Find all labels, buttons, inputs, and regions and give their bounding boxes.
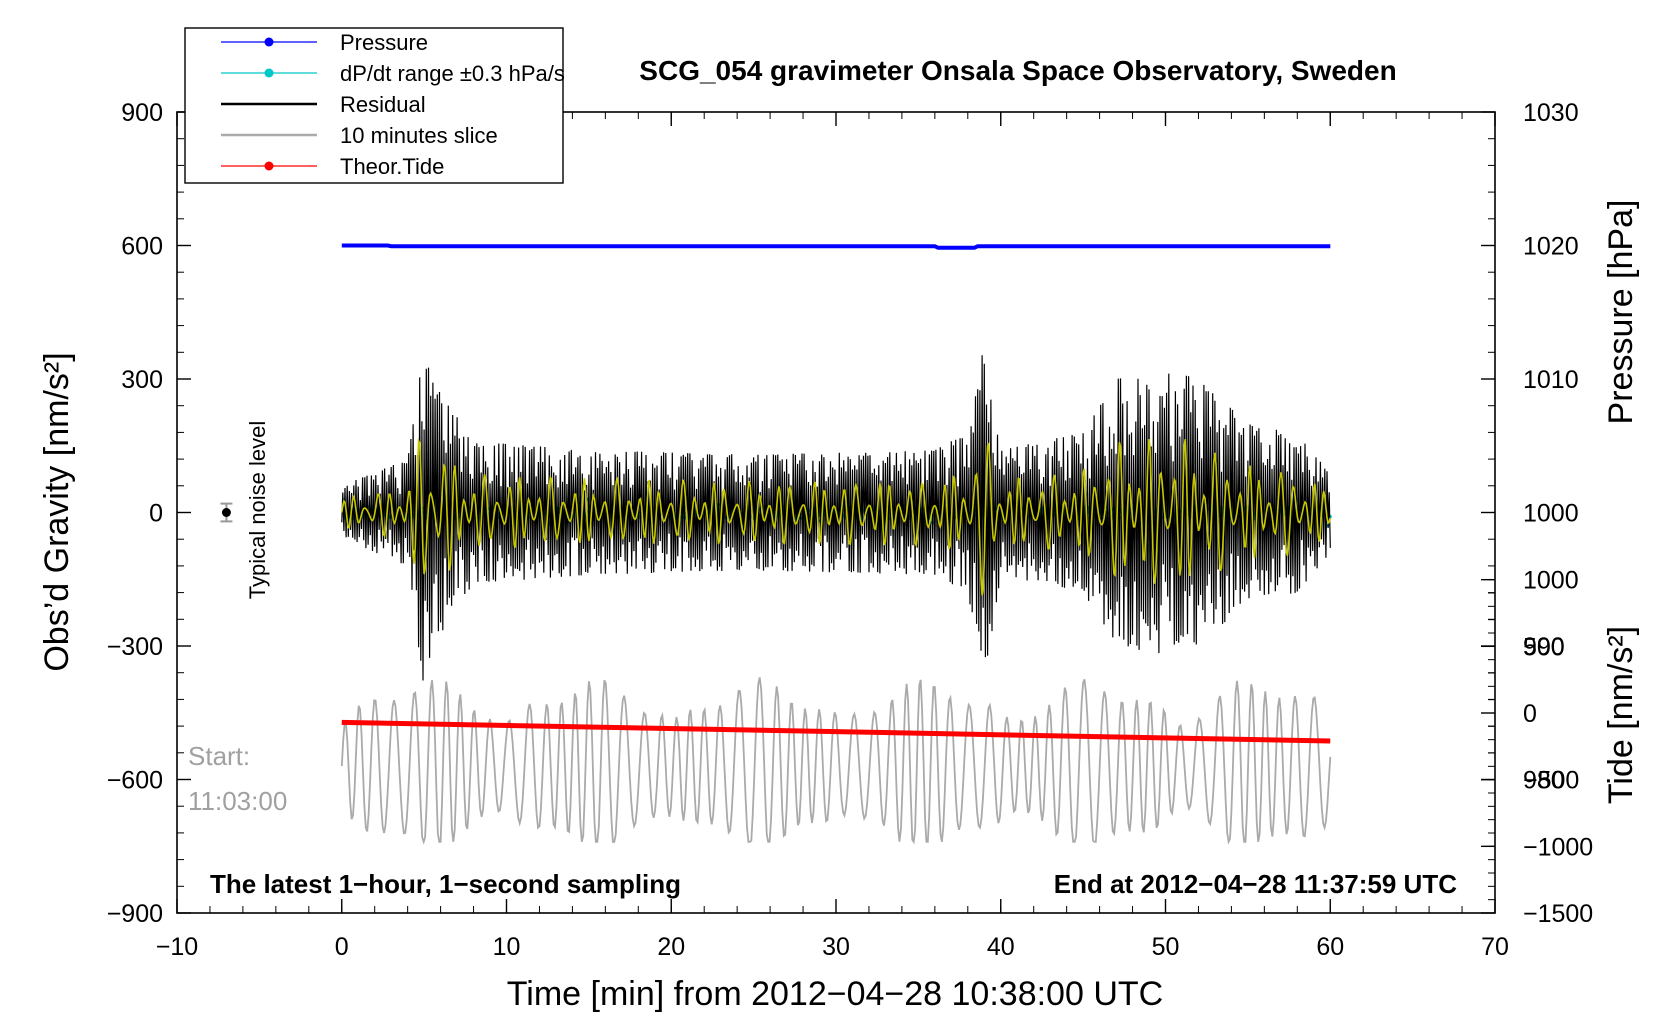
- pressure-tick-label: 1030: [1523, 99, 1579, 127]
- x-tick-label: 0: [335, 933, 349, 961]
- x-tick-label: 30: [822, 933, 850, 961]
- legend: Pressure dP/dt range ±0.3 hPa/s Residual 10…: [184, 27, 565, 184]
- x-tick-label: 40: [987, 933, 1015, 961]
- tide-tick-label: 1000: [1523, 567, 1579, 595]
- pressure-tick-label: 1020: [1523, 233, 1579, 261]
- x-tick-label: −10: [156, 933, 198, 961]
- legend-label: Theor.Tide: [340, 154, 444, 179]
- tide-tick-label: −1000: [1523, 833, 1593, 861]
- x-axis-label: Time [min] from 2012−04−28 10:38:00 UTC: [507, 975, 1163, 1013]
- start-time: 11:03:00: [188, 786, 287, 816]
- pressure-line: [341, 243, 1331, 250]
- tide-tick-label: 500: [1523, 633, 1565, 661]
- y-tick-label: −900: [107, 900, 163, 928]
- start-label: Start:: [188, 741, 250, 771]
- legend-label: Pressure: [340, 30, 428, 55]
- bottom-right-note: End at 2012−04−28 11:37:59 UTC: [1054, 869, 1457, 899]
- series-layer: [220, 243, 1332, 845]
- bottom-left-note: The latest 1−hour, 1−second sampling: [210, 869, 681, 899]
- axes-layer: −10 0 10 20 30 40 50 60 70−900−600−3000300600900…: [107, 99, 1594, 961]
- y-tick-label: 300: [121, 366, 163, 394]
- legend-label: 10 minutes slice: [340, 123, 498, 148]
- legend-label: dP/dt range ±0.3 hPa/s: [340, 61, 565, 86]
- x-tick-label: 50: [1152, 933, 1180, 961]
- x-tick-label: 70: [1481, 933, 1509, 961]
- noise-point: [221, 508, 231, 517]
- residual-line: [341, 355, 1331, 681]
- pressure-axis-title: Pressure [hPa]: [1602, 200, 1640, 425]
- left-axis-title: Obs’d Gravity [nm/s²]: [38, 352, 76, 671]
- y-tick-label: 0: [149, 500, 163, 528]
- filtered-line: [341, 437, 1332, 596]
- tide-tick-label: −1500: [1523, 900, 1593, 928]
- y-tick-label: 900: [121, 99, 163, 127]
- tide-tick-label: −500: [1523, 767, 1579, 795]
- y-tick-label: 600: [121, 233, 163, 261]
- y-tick-label: −600: [107, 767, 163, 795]
- tide-axis-title: Tide [nm/s²]: [1602, 626, 1640, 804]
- axis-titles: Obs’d Gravity [nm/s²] Pressure [hPa] Tide …: [38, 200, 1640, 805]
- noise-level-label: Typical noise level: [245, 421, 270, 600]
- x-tick-label: 60: [1316, 933, 1344, 961]
- tide-tick-label: 0: [1523, 700, 1537, 728]
- x-tick-label: 10: [493, 933, 521, 961]
- pressure-tick-label: 1000: [1523, 500, 1579, 528]
- pressure-tick-label: 980: [1523, 767, 1565, 795]
- legend-box: [184, 27, 564, 184]
- x-tick-label: 20: [657, 933, 685, 961]
- legend-marker: [264, 37, 274, 47]
- legend-marker: [264, 161, 274, 171]
- slice-line: [340, 677, 1332, 845]
- legend-marker: [264, 68, 274, 78]
- y-tick-label: −300: [107, 633, 163, 661]
- tide-line: [341, 719, 1331, 744]
- pressure-tick-label: 1010: [1523, 366, 1579, 394]
- chart-title: SCG_054 gravimeter Onsala Space Observat…: [639, 55, 1396, 86]
- legend-label: Residual: [340, 92, 426, 117]
- pressure-tick-label: 990: [1523, 633, 1565, 661]
